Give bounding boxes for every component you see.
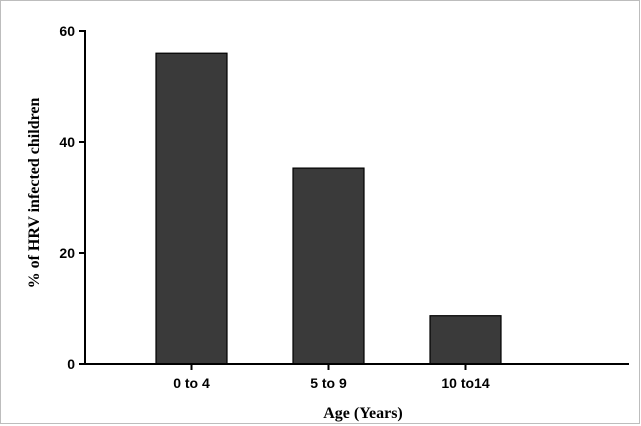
- y-tick-label-2: 40: [59, 134, 75, 150]
- tick-labels-group: 0 20 40 60 0 to 4 5 to 9 10 to14: [59, 23, 489, 391]
- bar-2: [292, 167, 365, 365]
- y-tick-label-1: 20: [59, 245, 75, 261]
- y-tick-label-3: 60: [59, 23, 75, 39]
- bars-group: [155, 52, 502, 365]
- bar-1: [155, 52, 228, 365]
- bar-3: [429, 315, 502, 365]
- x-tick-label-0: 0 to 4: [173, 375, 210, 391]
- y-axis-title: % of HRV infected children: [26, 97, 43, 288]
- x-tick-label-2: 10 to14: [441, 375, 489, 391]
- x-axis-title: Age (Years): [323, 405, 403, 422]
- y-tick-label-0: 0: [67, 356, 75, 372]
- axes-group: [79, 30, 629, 370]
- x-tick-label-1: 5 to 9: [310, 375, 347, 391]
